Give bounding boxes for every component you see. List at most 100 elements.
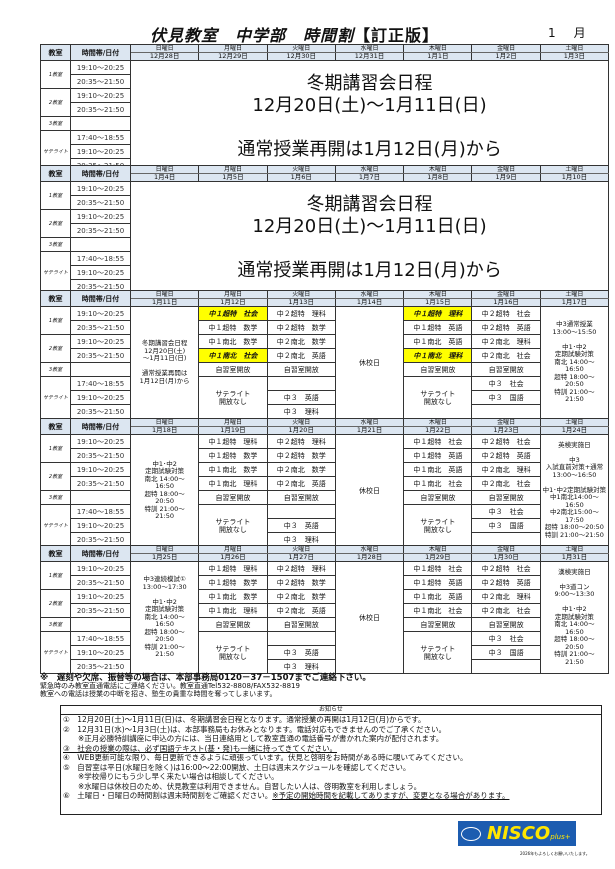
- satellite-class-cell: 中３ 国語: [471, 518, 541, 533]
- date-header: 1月9日: [471, 173, 541, 182]
- time-slot: 20:35～21:50: [70, 659, 131, 674]
- day-of-week-header: 金曜日: [471, 44, 541, 53]
- time-header: 時間帯/日付: [70, 418, 131, 435]
- satellite-class-cell: 中３ 理科: [266, 659, 336, 674]
- class-cell: 中２南北 理科: [471, 334, 541, 349]
- saturday-schedule: 英検実施日 中3 入試直前対策+通常 13:00～16:50 中1･中2定期試験…: [539, 434, 610, 547]
- class-cell: 中２超特 英語: [471, 320, 541, 335]
- day-of-week-header: 日曜日: [129, 44, 200, 53]
- time-slot: 20:35～21:50: [70, 476, 131, 491]
- day-of-week-header: 木曜日: [403, 290, 473, 299]
- class-cell: 中１南北 数学: [198, 334, 268, 349]
- date-header: 1月6日: [266, 173, 336, 182]
- date-header: 1月29日: [403, 553, 473, 562]
- room-label: 2教室: [40, 462, 71, 491]
- day-of-week-header: 金曜日: [471, 545, 541, 554]
- date-header: 1月20日: [266, 426, 336, 435]
- class-cell: 中１超特 英語: [403, 320, 473, 335]
- satellite-class-cell: 中３ 社会: [471, 504, 541, 519]
- day-of-week-header: 土曜日: [539, 418, 610, 427]
- date-header: 1月11日: [129, 298, 200, 307]
- class-cell: 中２南北 社会: [471, 603, 541, 618]
- day-of-week-header: 土曜日: [539, 290, 610, 299]
- date-header: 1月7日: [334, 173, 405, 182]
- day-of-week-header: 土曜日: [539, 545, 610, 554]
- warning-line: ※ 遅刻や欠席、振替等の場合は、本部事務局0120－37－1507までご連絡下さ…: [40, 673, 371, 683]
- notice-line: ① 12月20日(土)～1月11日(日)は、冬期講習会日程となります。通常授業の…: [63, 715, 426, 724]
- time-slot: 19:10～20:25: [70, 589, 131, 604]
- date-header: 1月13日: [266, 298, 336, 307]
- room-label: 1教室: [40, 434, 71, 463]
- room-header: 教室: [40, 44, 71, 61]
- month-unit: 月: [573, 26, 586, 40]
- self-study-cell: 自習室開放: [403, 617, 473, 632]
- class-cell: 中１超特 理科: [198, 434, 268, 449]
- time-slot: 17:40～18:55: [70, 251, 131, 266]
- date-header: 1月19日: [198, 426, 268, 435]
- class-cell: 中２南北 英語: [266, 603, 336, 618]
- notice-title: お知らせ: [61, 706, 601, 715]
- class-cell: 中２南北 英語: [266, 476, 336, 491]
- time-slot: 20:35～21:50: [70, 404, 131, 419]
- date-header: 1月22日: [403, 426, 473, 435]
- room-label: 1教室: [40, 561, 71, 590]
- satellite-closed-cell: サテライト 開放なし: [403, 631, 473, 674]
- class-cell: 中１超特 社会: [198, 306, 268, 321]
- self-study-cell: 自習室開放: [198, 362, 268, 377]
- sunday-schedule: 中1･中2 定期試験対策 南北 14:00～ 16:50 超特 18:00～ 2…: [129, 434, 200, 547]
- date-header: 12月29日: [198, 52, 268, 61]
- warning-line: 緊急時のみ教室直通電話にご連絡ください。教室直通Tel532-8808/FAX5…: [40, 682, 300, 690]
- closed-day-cell: 休校日: [334, 306, 405, 419]
- day-of-week-header: 月曜日: [198, 165, 268, 174]
- time-slot: 17:40～18:55: [70, 130, 131, 145]
- class-cell: 中１超特 社会: [403, 561, 473, 576]
- satellite-class-cell: 中３ 社会: [471, 631, 541, 646]
- time-header: 時間帯/日付: [70, 545, 131, 562]
- satellite-closed-cell: サテライト 開放なし: [198, 631, 268, 674]
- time-header: 時間帯/日付: [70, 165, 131, 182]
- notice-line: ※正月必勝特訓講座に申込の方には、当日連絡用として教室直通の電話番号が書かれた案…: [63, 734, 444, 743]
- date-header: 1月24日: [539, 426, 610, 435]
- class-cell: 中２南北 理科: [471, 589, 541, 604]
- day-of-week-header: 土曜日: [539, 44, 610, 53]
- satellite-class-cell: 中３ 理科: [266, 404, 336, 419]
- day-of-week-header: 水曜日: [334, 418, 405, 427]
- time-slot: [70, 362, 131, 377]
- time-slot: 20:35～21:50: [70, 575, 131, 590]
- class-cell: 中２南北 理科: [471, 462, 541, 477]
- class-cell: 中２超特 理科: [266, 434, 336, 449]
- room-label: 3教室: [40, 490, 71, 505]
- date-header: 12月28日: [129, 52, 200, 61]
- class-cell: 中１超特 社会: [403, 434, 473, 449]
- time-slot: 17:40～18:55: [70, 504, 131, 519]
- class-cell: 中２超特 社会: [471, 561, 541, 576]
- self-study-cell: 自習室開放: [471, 617, 541, 632]
- room-label: 1教室: [40, 306, 71, 335]
- day-of-week-header: 日曜日: [129, 418, 200, 427]
- time-slot: 19:10～20:25: [70, 88, 131, 103]
- day-of-week-header: 木曜日: [403, 545, 473, 554]
- closed-day-cell: 休校日: [334, 561, 405, 674]
- time-slot: 19:10～20:25: [70, 645, 131, 660]
- satellite-class-cell: 中３ 英語: [266, 645, 336, 660]
- satellite-class-cell: [471, 659, 541, 674]
- time-slot: 20:35～21:50: [70, 74, 131, 89]
- satellite-class-cell: [266, 631, 336, 646]
- date-header: 1月15日: [403, 298, 473, 307]
- date-header: 1月2日: [471, 52, 541, 61]
- date-header: 1月18日: [129, 426, 200, 435]
- day-of-week-header: 月曜日: [198, 418, 268, 427]
- room-label: サテライト: [40, 251, 71, 294]
- notice-line: ② 12月31日(水)～1月3日(土)は、本部事務局もお休みとなります。電話対応…: [63, 724, 447, 734]
- room-label: 2教室: [40, 209, 71, 238]
- page-title: 伏見教室 中学部 時間割【訂正版】: [150, 22, 439, 46]
- class-cell: 中１超特 英語: [403, 448, 473, 463]
- room-label: 2教室: [40, 334, 71, 363]
- day-of-week-header: 火曜日: [266, 44, 336, 53]
- closed-day-cell: 休校日: [334, 434, 405, 547]
- sunday-schedule: 冬期講習会日程 12月20日(土) ～1月11日(日) 通常授業再開は 1月12…: [129, 306, 200, 419]
- time-slot: 20:35～21:50: [70, 320, 131, 335]
- notice-line: ※学校帰りにもう少し早く来たい場合は相談してください。: [63, 772, 279, 781]
- class-cell: 中１超特 数学: [198, 320, 268, 335]
- class-cell: 中１南北 理科: [403, 348, 473, 363]
